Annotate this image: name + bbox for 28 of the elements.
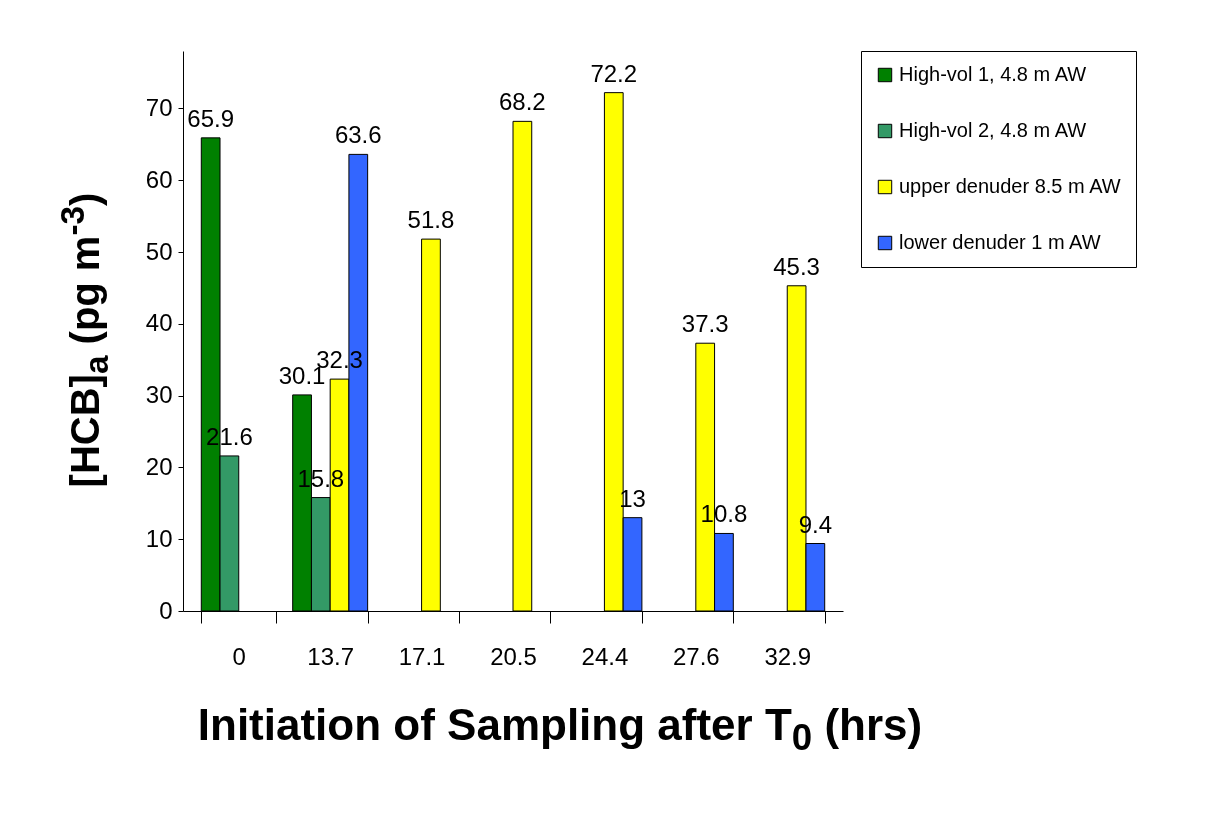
- y-tick-label: 20: [145, 452, 173, 480]
- x-tick-label: 24.4: [581, 642, 629, 670]
- data-label: 15.8: [297, 464, 345, 492]
- data-label: 45.3: [773, 252, 820, 280]
- data-label: 68.2: [499, 88, 546, 116]
- legend-label: upper denuder 8.5 m AW: [899, 175, 1121, 197]
- x-tick-label: 0: [232, 642, 246, 670]
- y-tick-label: 0: [159, 596, 173, 624]
- y-tick-label: 10: [145, 524, 173, 552]
- y-tick-label: 40: [145, 309, 173, 337]
- data-label: 51.8: [407, 206, 455, 234]
- data-label: 37.3: [681, 310, 729, 338]
- x-tick-label: 13.7: [307, 642, 355, 670]
- data-label: 63.6: [334, 121, 382, 149]
- x-tick-label: 17.1: [398, 642, 446, 670]
- data-label: 65.9: [187, 104, 235, 132]
- legend-label: lower denuder 1 m AW: [899, 231, 1101, 253]
- legend-label: High-vol 1, 4.8 m AW: [899, 63, 1087, 85]
- data-label: 72.2: [590, 59, 638, 87]
- x-tick-label: 32.9: [764, 642, 812, 670]
- y-tick-label: 30: [145, 381, 173, 409]
- legend-label: High-vol 2, 4.8 m AW: [899, 119, 1087, 141]
- x-tick-label: 20.5: [490, 642, 537, 670]
- y-tick-label: 70: [145, 93, 173, 121]
- y-tick-label: 50: [145, 237, 173, 265]
- y-tick-label: 60: [145, 165, 173, 193]
- x-axis-title: Initiation of Sampling after T$_{0}$ (hrs): [196, 700, 924, 759]
- x-tick-label: 27.6: [672, 642, 720, 670]
